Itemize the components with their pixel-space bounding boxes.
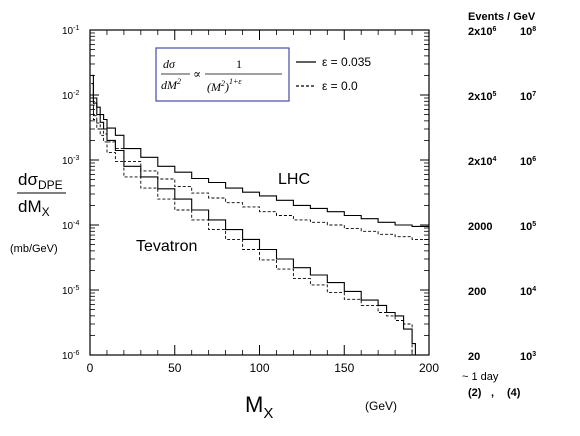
x-unit-label: (GeV) (365, 399, 397, 413)
events-col2: 104 (520, 286, 536, 298)
legend: dσ dM2 ∝ 1 (M2)1+ε ε = 0.035 ε = 0.0 (155, 47, 371, 102)
formula-lhs-denominator: dM2 (161, 77, 181, 92)
y-axis: 10-1 10-2 10-3 10-4 10-5 10-6 (62, 25, 429, 362)
y-tick-label: 10-6 (62, 350, 79, 362)
events-col1: 2x104 (468, 156, 496, 168)
y-title-numerator: dσDPE (18, 170, 63, 192)
y-axis-title: dσDPE dMX (mb/GeV) (10, 170, 66, 255)
y-tick-label: 10-3 (62, 155, 79, 167)
footer-separator: , (491, 387, 494, 399)
events-rows: 2x106 108 2x105 107 2x104 106 2000 105 200 104 20 1… (468, 26, 536, 363)
x-tick-label: 100 (249, 361, 269, 375)
formula-lhs-numerator: dσ (163, 57, 176, 71)
y-tick-label: 10-1 (62, 25, 79, 37)
events-col1: 2000 (468, 221, 492, 233)
series-line-3 (91, 104, 421, 356)
y-tick-label: 10-4 (62, 220, 79, 232)
series-line-2 (91, 83, 421, 356)
y-title-denominator: dMX (18, 197, 50, 219)
series-line-1 (91, 97, 429, 240)
x-tick-label: 200 (419, 361, 439, 375)
x-title: MX (245, 392, 273, 422)
series-line-0 (91, 74, 429, 227)
events-col2: 108 (520, 26, 536, 38)
events-col2: 106 (520, 156, 536, 168)
y-tick-label: 10-2 (62, 90, 79, 102)
footer-col2: (4) (507, 387, 521, 399)
annotation-lhc: LHC (278, 171, 310, 188)
annotation-tevatron: Tevatron (136, 238, 197, 255)
x-tick-label: 150 (334, 361, 354, 375)
formula-proportional: ∝ (193, 67, 201, 81)
y-tick-label: 10-5 (62, 285, 79, 297)
x-tick-label: 0 (87, 361, 94, 375)
events-col1: 20 (468, 351, 480, 363)
events-header: Events / GeV (468, 11, 536, 23)
x-axis: 0 50 100 150 200 (87, 30, 439, 375)
legend-label-dashed: ε = 0.0 (322, 79, 358, 93)
formula-box (155, 47, 290, 102)
events-panel: Events / GeV 2x106 108 2x105 107 2x104 106 200… (462, 11, 536, 399)
series-group (91, 74, 429, 356)
legend-label-solid: ε = 0.035 (322, 55, 371, 69)
x-axis-title: MX (GeV) (245, 392, 397, 422)
footer-col1: (2) (468, 387, 482, 399)
footer-duration: ~ 1 day (462, 371, 499, 383)
events-col1: 200 (468, 286, 486, 298)
events-col2: 105 (520, 221, 536, 233)
formula: dσ dM2 ∝ 1 (M2)1+ε (161, 57, 282, 94)
y-unit-label: (mb/GeV) (10, 243, 58, 255)
events-col1: 2x106 (468, 26, 496, 38)
x-tick-label: 50 (168, 361, 182, 375)
events-col2: 103 (520, 351, 536, 363)
formula-rhs-denominator: (M2)1+ε (207, 77, 242, 94)
events-col2: 107 (520, 91, 536, 103)
events-col1: 2x105 (468, 91, 496, 103)
formula-rhs-numerator: 1 (236, 57, 242, 71)
